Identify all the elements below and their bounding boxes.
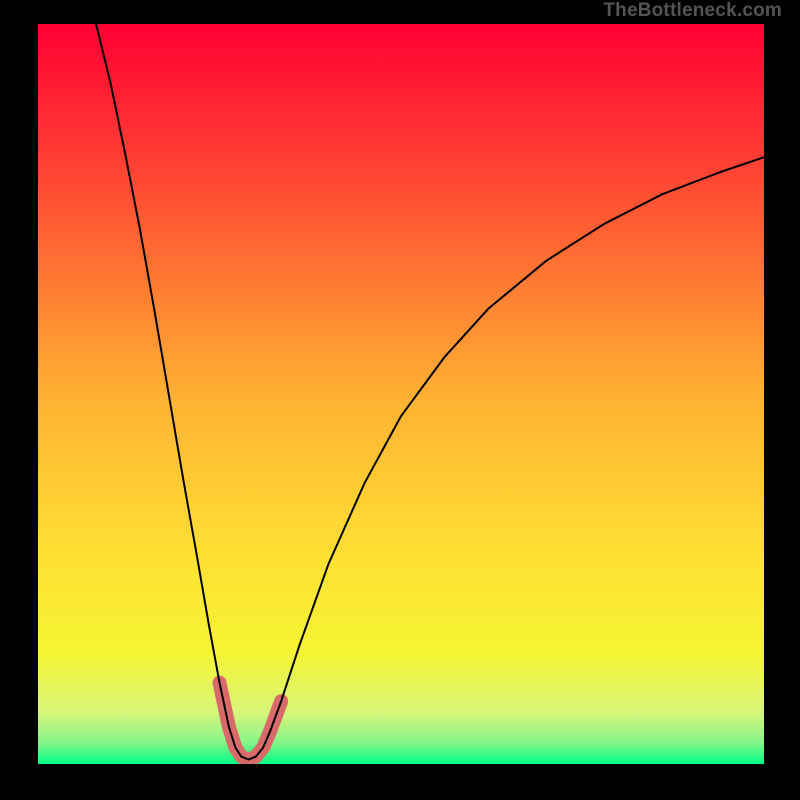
plot-background <box>38 24 764 764</box>
chart-canvas: TheBottleneck.com <box>0 0 800 800</box>
watermark-text: TheBottleneck.com <box>603 0 782 22</box>
chart-svg <box>38 24 764 764</box>
plot-area <box>38 24 764 764</box>
